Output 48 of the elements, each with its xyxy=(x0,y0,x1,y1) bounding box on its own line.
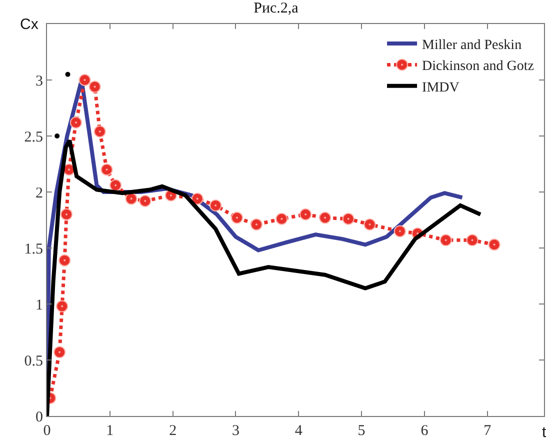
y-tick-label: 3 xyxy=(36,73,43,90)
x-tick-label: 5 xyxy=(358,423,366,439)
point xyxy=(100,164,113,176)
legend-label: Dickinson and Gotz xyxy=(422,59,534,74)
point xyxy=(60,208,72,220)
point xyxy=(276,212,288,225)
point xyxy=(394,225,406,238)
point xyxy=(125,192,138,205)
point xyxy=(466,234,478,246)
point xyxy=(78,74,91,86)
point xyxy=(139,194,152,207)
y-tick-label: 1.5 xyxy=(24,241,43,258)
point xyxy=(70,116,82,129)
point xyxy=(191,192,204,205)
x-tick-label: 2 xyxy=(169,423,177,439)
x-tick-label: 4 xyxy=(294,423,303,439)
point xyxy=(440,234,452,246)
legend-label: IMDV xyxy=(422,80,460,96)
point xyxy=(342,212,354,225)
point xyxy=(58,254,71,266)
x-tick-label: 3 xyxy=(232,423,240,439)
point xyxy=(54,134,60,138)
point xyxy=(300,208,312,220)
point xyxy=(110,179,122,192)
x-axis-title: t xyxy=(542,424,547,441)
y-tick-label: 1 xyxy=(36,297,43,314)
x-tick-label: 7 xyxy=(484,423,492,439)
line-series xyxy=(47,138,482,416)
point xyxy=(230,212,243,224)
y-axis-title: Cx xyxy=(20,16,39,33)
point xyxy=(88,80,101,93)
y-tick-label: 0.5 xyxy=(24,353,43,370)
chart-title: Рис.2,а xyxy=(254,0,299,17)
legend-label: Miller and Peskin xyxy=(422,38,522,53)
point xyxy=(250,218,262,230)
y-tick-label: 2 xyxy=(36,185,43,202)
x-tick-label: 6 xyxy=(420,423,429,439)
x-tick-label: 1 xyxy=(106,423,114,439)
point xyxy=(54,346,66,358)
y-tick-label: 2.5 xyxy=(24,129,43,146)
point xyxy=(488,238,500,251)
y-tick-label: 0 xyxy=(36,409,43,426)
point xyxy=(319,212,332,224)
point xyxy=(364,218,376,230)
point xyxy=(94,126,106,138)
point xyxy=(56,300,68,312)
point xyxy=(210,199,222,212)
point xyxy=(65,72,70,77)
